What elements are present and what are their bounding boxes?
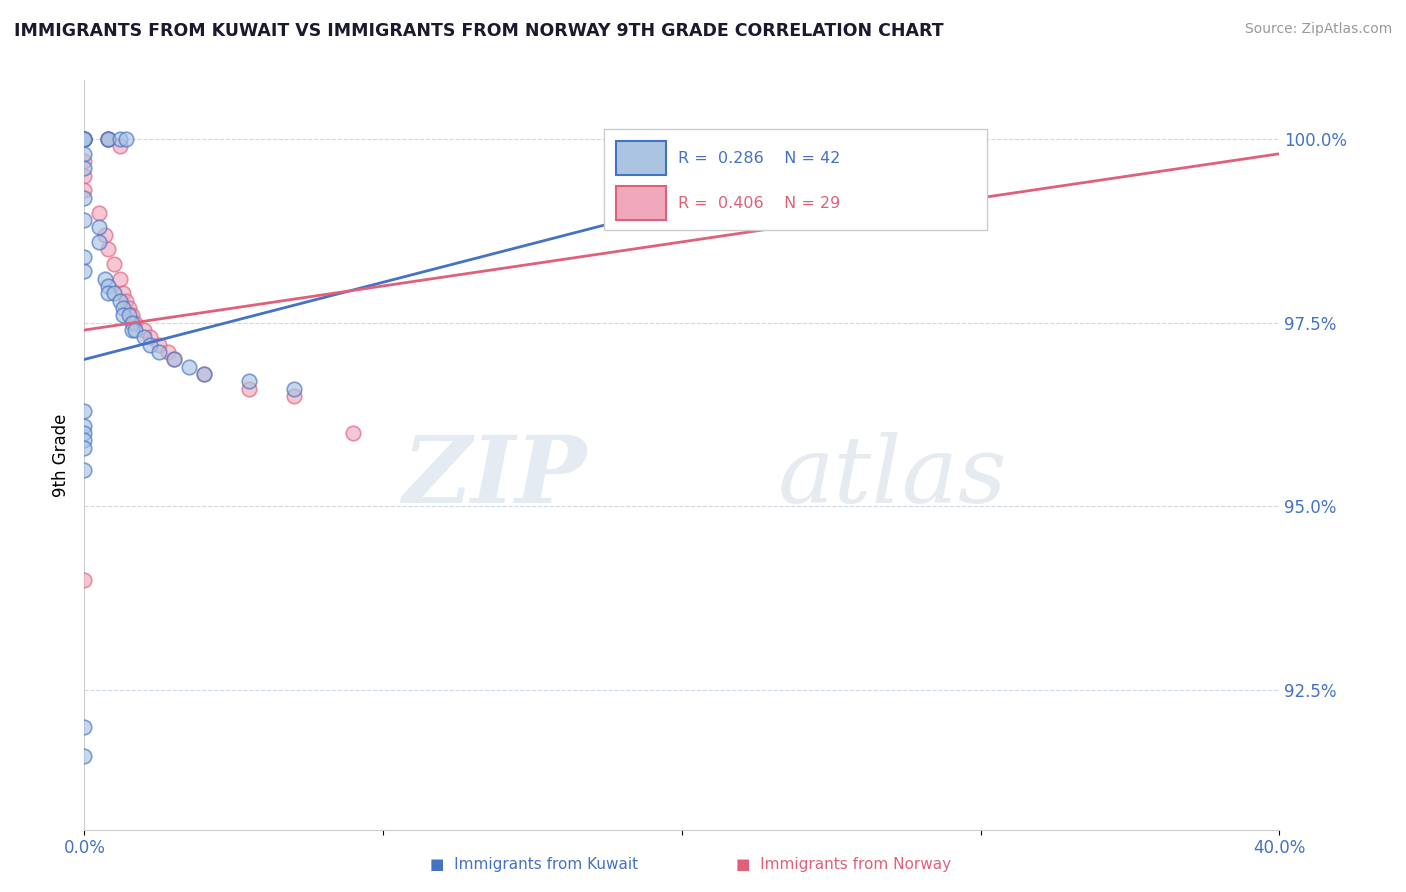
Point [103, 257, 125, 271]
Text: Source: ZipAtlas.com: Source: ZipAtlas.com [1244, 22, 1392, 37]
Point [73, 462, 96, 476]
Point [73, 425, 96, 440]
Point [283, 382, 305, 396]
Point [110, 139, 132, 153]
Text: ZIP: ZIP [402, 433, 586, 523]
Point [73, 132, 96, 146]
Point [73, 418, 96, 433]
Point [283, 389, 305, 403]
Point [73, 749, 96, 764]
Point [124, 316, 146, 330]
Text: R =  0.406    N = 29: R = 0.406 N = 29 [678, 195, 841, 211]
Point [110, 271, 132, 285]
Point [238, 382, 260, 396]
Point [115, 132, 138, 146]
FancyBboxPatch shape [616, 186, 666, 220]
Point [121, 316, 143, 330]
Point [73, 132, 96, 146]
Point [121, 323, 143, 337]
Text: ■  Immigrants from Kuwait: ■ Immigrants from Kuwait [430, 857, 638, 872]
Point [110, 132, 132, 146]
Point [157, 345, 180, 359]
Point [73, 434, 96, 448]
Point [73, 404, 96, 418]
Point [73, 154, 96, 169]
Point [97, 286, 120, 301]
Point [73, 184, 96, 198]
Point [73, 720, 96, 734]
Point [112, 309, 135, 323]
Point [193, 367, 215, 381]
Point [118, 309, 141, 323]
Point [163, 352, 186, 367]
Point [112, 286, 135, 301]
Point [97, 132, 120, 146]
Point [118, 301, 141, 315]
Point [73, 146, 96, 161]
Point [148, 345, 170, 359]
Point [73, 132, 96, 146]
Point [89, 205, 111, 219]
Text: R =  0.286    N = 42: R = 0.286 N = 42 [678, 151, 841, 166]
Point [89, 220, 111, 235]
Point [97, 132, 120, 146]
Point [177, 359, 200, 374]
Y-axis label: 9th Grade: 9th Grade [52, 413, 70, 497]
Point [193, 367, 215, 381]
Point [73, 264, 96, 278]
Point [97, 132, 120, 146]
Point [97, 279, 120, 293]
Point [110, 293, 132, 308]
Point [103, 286, 125, 301]
Point [73, 169, 96, 183]
Point [132, 330, 156, 344]
Point [121, 309, 143, 323]
Point [148, 337, 170, 351]
Point [163, 352, 186, 367]
Point [94, 271, 117, 285]
Point [97, 132, 120, 146]
Point [73, 573, 96, 587]
Point [342, 425, 364, 440]
Point [112, 301, 135, 315]
Point [94, 227, 117, 242]
Point [73, 250, 96, 264]
Point [132, 323, 156, 337]
Point [139, 337, 162, 351]
Point [73, 132, 96, 146]
Point [139, 330, 162, 344]
FancyBboxPatch shape [616, 141, 666, 176]
Point [73, 161, 96, 176]
Point [73, 212, 96, 227]
Point [73, 132, 96, 146]
Text: atlas: atlas [778, 433, 1007, 523]
Point [238, 375, 260, 389]
Point [73, 132, 96, 146]
Point [73, 441, 96, 455]
Point [73, 191, 96, 205]
Point [124, 323, 146, 337]
Point [97, 242, 120, 256]
FancyBboxPatch shape [605, 129, 987, 230]
Text: ■  Immigrants from Norway: ■ Immigrants from Norway [735, 857, 952, 872]
Text: IMMIGRANTS FROM KUWAIT VS IMMIGRANTS FROM NORWAY 9TH GRADE CORRELATION CHART: IMMIGRANTS FROM KUWAIT VS IMMIGRANTS FRO… [14, 22, 943, 40]
Point [89, 235, 111, 249]
Point [115, 293, 138, 308]
